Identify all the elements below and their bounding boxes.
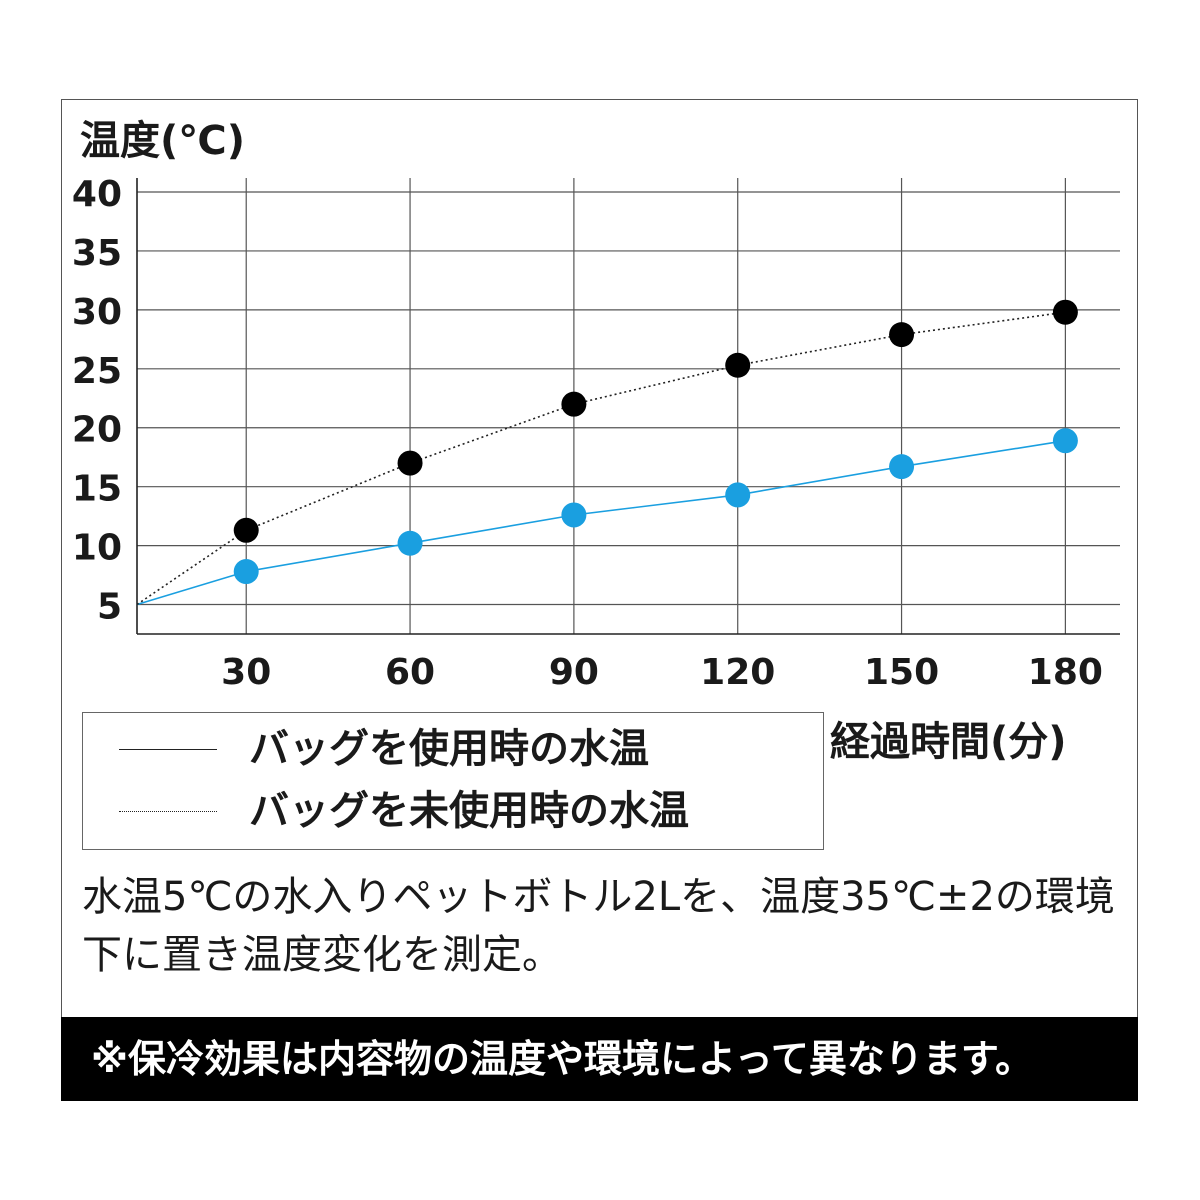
series-line-1 [136,311,1066,606]
legend-item-without-bag: バッグを未使用時の水温 [83,781,823,841]
x-axis-label: 経過時間(分) [830,719,1067,765]
data-point [1052,428,1078,454]
data-point [725,352,751,378]
disclaimer-banner: ※保冷効果は内容物の温度や環境によって異なります。 [61,1017,1138,1101]
y-tick-label: 35 [72,233,122,274]
data-point [561,391,587,417]
chart-axes [136,178,1120,635]
data-point [397,530,423,556]
x-tick-label: 120 [700,652,775,693]
y-tick-label: 40 [72,174,122,215]
legend-label: バッグを使用時の水温 [249,726,649,772]
data-point [725,482,751,508]
data-point [889,322,915,348]
legend-item-with-bag: バッグを使用時の水温 [83,719,823,779]
measurement-note: 水温5℃の水入りペットボトル2Lを、温度35℃±2の環境下に置き温度変化を測定。 [82,874,1115,978]
y-tick-label: 15 [72,469,122,510]
y-tick-label: 5 [97,587,122,628]
legend-solid-line-swatch [119,749,217,750]
data-point [1052,299,1078,325]
x-tick-label: 90 [549,652,599,693]
data-point [233,517,259,543]
chart-tick-labels: 5 10 15 20 25 30 35 40 30 60 90 120 150 180 [72,174,1103,693]
y-tick-label: 30 [72,292,122,333]
x-tick-label: 30 [221,652,271,693]
chart-series [136,299,1078,606]
data-point [561,502,587,528]
y-tick-label: 10 [72,528,122,569]
y-tick-label: 25 [72,351,122,392]
legend-label: バッグを未使用時の水温 [249,788,689,834]
x-tick-label: 180 [1028,652,1103,693]
disclaimer-text: ※保冷効果は内容物の温度や環境によって異なります。 [91,1037,1034,1081]
x-tick-label: 150 [864,652,939,693]
chart-grid [137,178,1120,634]
data-point [397,450,423,476]
legend-dotted-line-swatch [119,811,217,812]
legend: バッグを使用時の水温 バッグを未使用時の水温 [82,712,824,850]
x-tick-label: 60 [385,652,435,693]
y-tick-label: 20 [72,410,122,451]
data-point [233,559,259,585]
series-line-0 [136,439,1066,606]
y-axis-label: 温度(℃) [80,118,245,164]
data-point [889,454,915,480]
